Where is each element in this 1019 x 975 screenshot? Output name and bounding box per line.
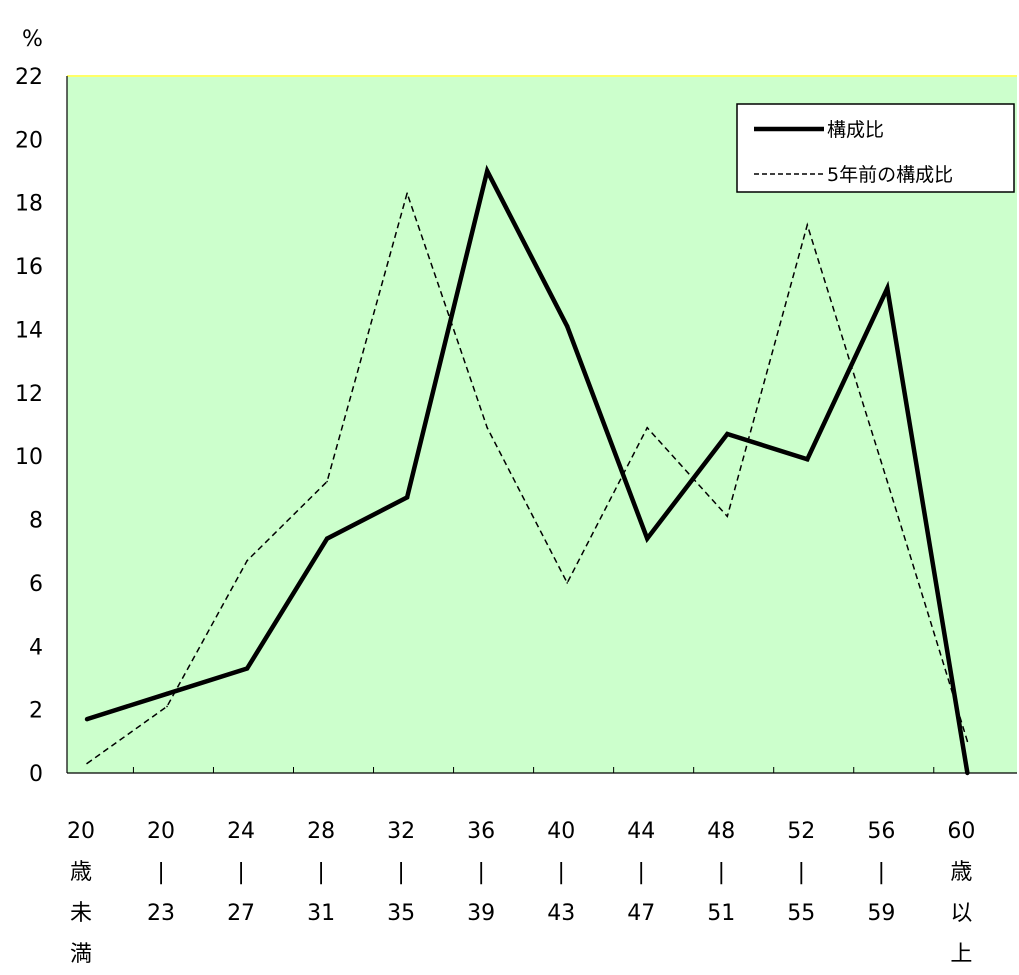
x-tick-label: 満 (70, 942, 92, 967)
series-line-previous (86, 190, 969, 765)
data-point (324, 536, 330, 541)
y-tick-label: 22 (15, 65, 43, 90)
x-tick-label: | (557, 860, 564, 885)
data-point (646, 426, 649, 429)
y-tick-label: 4 (29, 635, 43, 660)
y-tick-label: 2 (29, 699, 43, 724)
data-point (84, 716, 90, 722)
legend: 構成比 5年前の構成比 (736, 103, 1015, 193)
y-tick-label: 20 (15, 128, 43, 153)
data-point (406, 192, 408, 195)
data-point (805, 457, 810, 462)
x-tick-label: 歳 (70, 860, 92, 885)
x-tick-label: | (798, 860, 805, 885)
y-tick-labels: 0 2 4 6 8 10 12 14 16 18 20 22 (15, 65, 43, 787)
y-tick-label: 10 (15, 445, 43, 470)
x-tick-label: 36 (467, 819, 495, 844)
x-tick-marks (132, 767, 935, 773)
legend-box (736, 103, 1015, 193)
x-tick-label: 31 (307, 901, 335, 926)
x-tick-label: 以 (950, 901, 972, 926)
data-point (404, 495, 410, 500)
x-tick-label: 59 (867, 901, 895, 926)
data-point (244, 666, 250, 671)
x-tick-label: 39 (467, 901, 495, 926)
y-tick-label: 6 (29, 572, 43, 597)
data-point (725, 431, 730, 437)
x-tick-label: 47 (627, 901, 655, 926)
x-tick-label: 55 (787, 901, 815, 926)
series-lines (84, 164, 970, 776)
data-point (965, 770, 970, 776)
legend-label-solid: 構成比 (827, 119, 884, 141)
x-tick-label: 52 (787, 819, 815, 844)
x-tick-label: | (718, 860, 725, 885)
x-tick-label: | (237, 860, 244, 885)
x-tick-label: 23 (147, 901, 175, 926)
data-point (886, 480, 889, 483)
data-point (566, 582, 569, 584)
x-tick-label: 43 (547, 901, 575, 926)
x-tick-label: | (317, 860, 324, 885)
data-point (565, 324, 570, 329)
x-tick-label: 51 (707, 901, 735, 926)
y-tick-label: 18 (15, 192, 43, 217)
x-tick-label: 24 (227, 819, 255, 844)
y-axis-unit-label: % (22, 27, 43, 52)
x-tick-label: 35 (387, 901, 415, 926)
data-point (885, 286, 890, 291)
series-line-current (86, 164, 970, 774)
data-point (166, 705, 168, 708)
data-point (86, 762, 88, 765)
x-tick-label: 20 (67, 819, 95, 844)
y-tick-label: 0 (29, 762, 43, 787)
x-tick-label: | (638, 860, 645, 885)
x-tick-label: 44 (627, 819, 655, 844)
x-tick-label: 20 (147, 819, 175, 844)
x-tick-label: | (157, 860, 164, 885)
x-tick-label: 56 (867, 819, 895, 844)
x-tick-labels: 20歳未満20|2324|2728|3132|3536|3940|4344|47… (67, 819, 975, 967)
data-point (966, 740, 969, 743)
x-tick-label: 上 (950, 942, 972, 967)
x-tick-label: 28 (307, 819, 335, 844)
x-tick-label: 48 (707, 819, 735, 844)
data-point (326, 480, 328, 483)
x-tick-label: 40 (547, 819, 575, 844)
data-point (486, 426, 488, 429)
data-point (726, 515, 729, 518)
data-point (484, 168, 490, 174)
data-point (806, 224, 809, 226)
y-tick-label: 8 (29, 509, 43, 534)
x-tick-label: | (477, 860, 484, 885)
data-point (164, 691, 170, 696)
x-tick-label: | (878, 860, 885, 885)
x-tick-label: 歳 (950, 860, 972, 885)
x-tick-label: | (397, 860, 404, 885)
y-tick-label: 14 (15, 318, 43, 343)
data-point (246, 559, 248, 562)
x-tick-label: 27 (227, 901, 255, 926)
y-tick-label: 16 (15, 255, 43, 280)
x-tick-label: 60 (947, 819, 975, 844)
data-point (645, 536, 650, 541)
y-tick-label: 12 (15, 382, 43, 407)
x-tick-label: 32 (387, 819, 415, 844)
legend-label-dashed: 5年前の構成比 (827, 164, 953, 186)
x-tick-label: 未 (70, 901, 92, 926)
